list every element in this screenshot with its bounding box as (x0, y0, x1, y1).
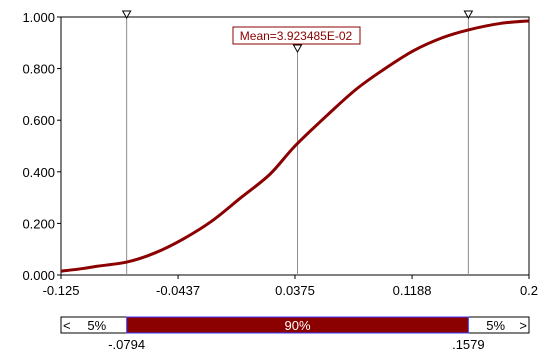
x-tick-label: -0.125 (43, 283, 80, 298)
y-tick-label: 0.800 (22, 62, 55, 77)
band-right-arrow-icon: > (519, 318, 527, 333)
band-right-percent: 5% (486, 318, 505, 333)
x-axis: -0.125 -0.0437 0.0375 0.1188 0.2 (43, 275, 538, 298)
x-tick-label: 0.1188 (393, 283, 432, 298)
y-tick-label: 0.200 (22, 216, 55, 231)
mean-marker-icon (292, 44, 303, 54)
right-delimiter-handle-icon[interactable] (463, 10, 474, 20)
left-delimiter-value: -.0794 (108, 337, 145, 352)
mean-label: Mean=3.923485E-02 (240, 29, 353, 43)
x-tick-label: 0.2 (520, 283, 538, 298)
right-delimiter-value: .1579 (452, 337, 485, 352)
y-tick-label: 0.600 (22, 113, 55, 128)
y-tick-label: 0.000 (22, 268, 55, 283)
percentile-band: < > 5% 90% 5% -.0794 .1579 (60, 316, 530, 352)
band-left-percent: 5% (87, 318, 106, 333)
x-tick-label: 0.0375 (275, 283, 315, 298)
y-axis: 0.000 0.200 0.400 0.600 0.800 1.000 (22, 10, 61, 283)
y-tick-label: 0.400 (22, 165, 55, 180)
band-middle-percent: 90% (285, 318, 311, 333)
cdf-series-line (60, 19, 530, 273)
percentile-band-middle (126, 316, 469, 334)
y-tick-label: 1.000 (22, 10, 55, 25)
band-left-arrow-icon: < (63, 318, 71, 333)
left-delimiter-handle-icon[interactable] (121, 10, 132, 20)
x-tick-label: -0.0437 (156, 283, 200, 298)
mean-label-box (232, 26, 361, 45)
